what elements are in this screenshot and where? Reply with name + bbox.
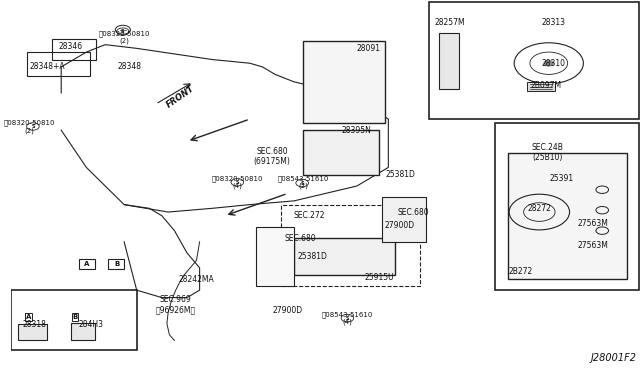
Text: 28346: 28346: [59, 42, 83, 51]
Text: 28310: 28310: [541, 59, 565, 68]
Bar: [79, 259, 95, 269]
Text: 27563M: 27563M: [577, 219, 608, 228]
Text: S: S: [31, 124, 35, 129]
Text: 28348+A: 28348+A: [29, 62, 65, 71]
Text: 28272: 28272: [527, 204, 551, 213]
Bar: [108, 259, 124, 269]
Text: A: A: [84, 261, 90, 267]
Text: Ⓢ08543-51610
(4): Ⓢ08543-51610 (4): [322, 311, 373, 325]
Bar: [294, 238, 395, 275]
Text: SEC.680: SEC.680: [284, 234, 316, 243]
Bar: [527, 82, 555, 91]
Text: 27900D: 27900D: [273, 306, 303, 315]
Bar: [19, 324, 47, 340]
Text: 284H3: 284H3: [79, 320, 104, 329]
Text: B: B: [114, 261, 119, 267]
Text: FRONT: FRONT: [165, 84, 196, 110]
Text: 2B097M: 2B097M: [530, 81, 561, 90]
Text: 28313: 28313: [541, 18, 565, 27]
Text: S: S: [300, 180, 304, 186]
Text: 2B272: 2B272: [508, 267, 532, 276]
Text: 28318: 28318: [23, 320, 47, 329]
Text: 25915U: 25915U: [364, 273, 394, 282]
Text: J28001F2: J28001F2: [591, 353, 637, 363]
Text: S: S: [236, 180, 239, 185]
Text: Ⓢ08320-50810
(2): Ⓢ08320-50810 (2): [4, 119, 56, 134]
Text: 28348: 28348: [117, 62, 141, 71]
Text: SEC.680
(69175M): SEC.680 (69175M): [253, 147, 291, 166]
Bar: [11, 290, 137, 350]
Text: 28395N: 28395N: [342, 126, 372, 135]
Bar: [382, 197, 426, 242]
Text: 25391: 25391: [549, 174, 573, 183]
Bar: [303, 130, 379, 175]
Text: SEC.24B
(25B10): SEC.24B (25B10): [532, 143, 563, 162]
Text: Ⓢ08320-50810
(4): Ⓢ08320-50810 (4): [212, 175, 263, 189]
Text: Ⓢ08543-51610
(2): Ⓢ08543-51610 (2): [278, 175, 329, 189]
Text: 28257M: 28257M: [435, 18, 465, 27]
Bar: [282, 205, 420, 286]
Text: SEC.969
。96926M〃: SEC.969 。96926M〃: [156, 295, 196, 315]
Bar: [508, 153, 627, 279]
Bar: [52, 39, 96, 60]
Text: 25381D: 25381D: [298, 252, 328, 261]
Bar: [495, 123, 639, 290]
Bar: [27, 52, 90, 76]
Text: 27900D: 27900D: [385, 221, 415, 230]
Text: Ⓢ08320-50810
(2): Ⓢ08320-50810 (2): [99, 30, 150, 44]
Text: 28091: 28091: [356, 44, 380, 53]
Bar: [303, 41, 385, 123]
Text: S: S: [121, 29, 125, 34]
Bar: [256, 227, 294, 286]
Text: S: S: [346, 315, 349, 321]
Bar: [70, 323, 95, 340]
Text: SEC.680: SEC.680: [397, 208, 429, 217]
Circle shape: [544, 60, 554, 66]
Bar: [438, 33, 459, 89]
Text: 27563M: 27563M: [577, 241, 608, 250]
Text: 25381D: 25381D: [386, 170, 416, 179]
Text: SEC.272: SEC.272: [294, 211, 326, 220]
Text: 28242MA: 28242MA: [179, 275, 214, 283]
Bar: [429, 2, 639, 119]
Text: A: A: [26, 314, 31, 320]
Text: B: B: [72, 314, 77, 320]
